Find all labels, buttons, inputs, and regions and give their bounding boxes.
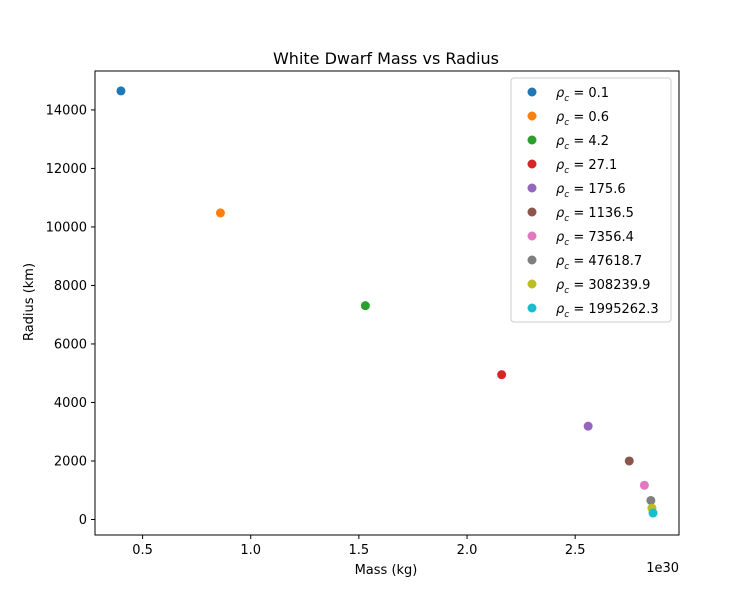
y-tick-label: 4000 [54,396,87,411]
data-point-9 [648,508,658,518]
legend-marker-9 [527,303,537,313]
y-tick-label: 14000 [46,103,87,118]
legend-marker-4 [527,183,537,193]
x-axis-title: Mass (kg) [355,563,418,578]
x-axis-ticks: 0.5 1.0 1.5 2.0 2.5 [132,535,586,558]
legend-marker-2 [527,135,537,145]
legend-label-4: ρc = 175.6 [556,182,626,200]
y-axis-title: Radius (km) [22,263,37,341]
data-point-2 [360,301,370,311]
y-tick-label: 8000 [54,279,87,294]
legend-label-1: ρc = 0.6 [556,110,609,128]
legend-marker-1 [527,111,537,121]
legend-marker-8 [527,279,537,289]
x-tick-label: 1.5 [349,543,370,558]
data-point-1 [215,208,225,218]
x-tick-label: 0.5 [132,543,153,558]
legend-label-3: ρc = 27.1 [556,158,617,176]
legend-marker-5 [527,207,537,217]
axes-frame [94,70,680,536]
data-points [116,86,658,518]
y-axis-ticks: 0 2000 4000 6000 8000 10000 12000 14000 [46,103,95,528]
y-tick-label: 12000 [46,162,87,177]
legend-label-7: ρc = 47618.7 [556,254,642,272]
legend-marker-6 [527,231,537,241]
legend-label-2: ρc = 4.2 [556,134,609,152]
data-point-7 [646,495,656,505]
data-point-5 [624,456,634,466]
chart-title: White Dwarf Mass vs Radius [273,49,499,68]
legend-label-0: ρc = 0.1 [556,86,609,104]
data-point-6 [639,480,649,490]
legend-label-9: ρc = 1995262.3 [556,302,659,320]
y-tick-label: 2000 [54,454,87,469]
y-tick-label: 6000 [54,337,87,352]
data-point-4 [583,421,593,431]
legend-marker-7 [527,255,537,265]
x-tick-label: 2.5 [565,543,586,558]
legend-label-8: ρc = 308239.9 [556,278,650,296]
x-tick-label: 2.0 [457,543,478,558]
legend-box [510,77,672,323]
legend-marker-3 [527,159,537,169]
data-point-3 [497,370,507,380]
x-axis-offset-label: 1e30 [646,561,679,576]
data-point-0 [116,86,126,96]
legend-label-5: ρc = 1136.5 [556,206,634,224]
legend-marker-0 [527,87,537,97]
legend-label-6: ρc = 7356.4 [556,230,634,248]
legend: ρc = 0.1 ρc = 0.6 ρc = 4.2 ρc = 27.1 ρc = 17… [510,77,672,323]
y-tick-label: 10000 [46,220,87,235]
x-tick-label: 1.0 [240,543,261,558]
y-tick-label: 0 [79,513,87,528]
